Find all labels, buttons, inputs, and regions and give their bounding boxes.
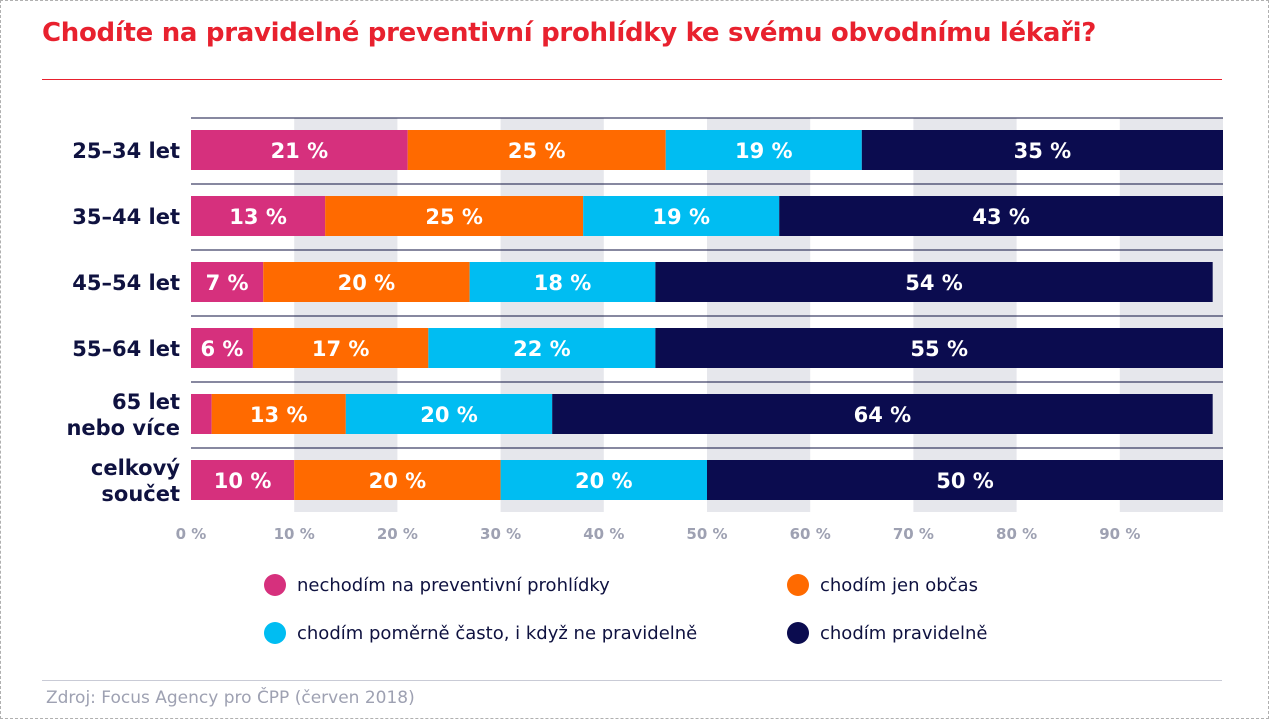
- bar-segment: [552, 394, 1213, 434]
- x-tick-label: 50 %: [686, 525, 727, 543]
- x-tick-label: 60 %: [790, 525, 831, 543]
- bar-value-label: 25 %: [425, 205, 483, 229]
- grid-band: [1119, 118, 1223, 512]
- source-note: Zdroj: Focus Agency pro ČPP (červen 2018…: [46, 688, 415, 708]
- bar-segment: [211, 394, 346, 434]
- bar-segment: [469, 262, 656, 302]
- bar-value-label: 13 %: [229, 205, 287, 229]
- bar-segment: [191, 130, 408, 170]
- bar-value-label: 22 %: [513, 337, 571, 361]
- legend-item-nechodim: nechodím na preventivní prohlídky: [264, 574, 610, 596]
- legend-swatch-casto: [264, 622, 286, 644]
- bar-segment: [191, 394, 212, 434]
- bar-value-label: 55 %: [910, 337, 968, 361]
- bar-segment: [655, 262, 1213, 302]
- legend-swatch-nechodim: [264, 574, 286, 596]
- x-tick-label: 90 %: [1099, 525, 1140, 543]
- category-label: 65 let: [112, 390, 180, 414]
- bar-segment: [407, 130, 666, 170]
- grid-band: [707, 118, 811, 512]
- bar-value-label: 13 %: [250, 403, 308, 427]
- bar-segment: [191, 262, 264, 302]
- bar-segment: [779, 196, 1223, 236]
- x-tick-label: 10 %: [274, 525, 315, 543]
- bar-value-label: 6 %: [200, 337, 243, 361]
- category-label: 25–34 let: [72, 139, 180, 163]
- legend-item-obcas: chodím jen občas: [787, 574, 978, 596]
- bar-segment: [191, 328, 253, 368]
- x-tick-label: 0 %: [176, 525, 207, 543]
- x-tick-label: 30 %: [480, 525, 521, 543]
- title-divider: [42, 79, 1222, 80]
- bar-segment: [500, 460, 707, 500]
- bar-segment: [263, 262, 470, 302]
- legend-swatch-pravidelne: [787, 622, 809, 644]
- grid-band: [500, 118, 604, 512]
- x-tick-label: 80 %: [996, 525, 1037, 543]
- bar-segment: [325, 196, 584, 236]
- bar-value-label: 20 %: [369, 469, 427, 493]
- category-label: součet: [101, 482, 180, 506]
- category-label: celkový: [91, 456, 180, 480]
- bar-segment: [191, 196, 326, 236]
- bar-value-label: 54 %: [905, 271, 963, 295]
- legend-label-obcas: chodím jen občas: [820, 574, 978, 596]
- x-tick-label: 20 %: [377, 525, 418, 543]
- x-tick-label: 40 %: [583, 525, 624, 543]
- bar-segment: [707, 460, 1223, 500]
- bar-segment: [345, 394, 553, 434]
- bar-value-label: 20 %: [575, 469, 633, 493]
- legend-swatch-obcas: [787, 574, 809, 596]
- legend-label-nechodim: nechodím na preventivní prohlídky: [297, 574, 610, 596]
- source-divider: [42, 680, 1222, 681]
- bar-value-label: 19 %: [652, 205, 710, 229]
- bar-value-label: 35 %: [1014, 139, 1072, 163]
- bar-value-label: 43 %: [972, 205, 1030, 229]
- bar-segment: [252, 328, 429, 368]
- bar-value-label: 19 %: [735, 139, 793, 163]
- bar-value-label: 7 %: [206, 271, 249, 295]
- bar-value-label: 17 %: [312, 337, 370, 361]
- bar-value-label: 20 %: [420, 403, 478, 427]
- bar-segment: [655, 328, 1223, 368]
- bar-segment: [191, 460, 295, 500]
- bar-segment: [665, 130, 862, 170]
- category-label: nebo více: [66, 416, 180, 440]
- x-tick-label: 70 %: [893, 525, 934, 543]
- bar-value-label: 21 %: [271, 139, 329, 163]
- category-label: 45–54 let: [72, 271, 180, 295]
- legend-label-casto: chodím poměrně často, i když ne pravidel…: [297, 622, 698, 644]
- bar-value-label: 64 %: [854, 403, 912, 427]
- category-label: 35–44 let: [72, 205, 180, 229]
- bar-segment: [583, 196, 780, 236]
- grid-band: [913, 118, 1017, 512]
- bar-segment: [294, 460, 501, 500]
- chart-title: Chodíte na pravidelné preventivní prohlí…: [42, 18, 1097, 48]
- bar-value-label: 25 %: [508, 139, 566, 163]
- bar-segment: [861, 130, 1223, 170]
- legend-label-pravidelne: chodím pravidelně: [820, 622, 988, 644]
- bar-segment: [428, 328, 656, 368]
- legend-item-pravidelne: chodím pravidelně: [787, 622, 988, 644]
- bar-value-label: 10 %: [214, 469, 272, 493]
- legend-item-casto: chodím poměrně často, i když ne pravidel…: [264, 622, 697, 644]
- grid-band: [294, 118, 398, 512]
- category-label: 55–64 let: [72, 337, 180, 361]
- bar-value-label: 50 %: [936, 469, 994, 493]
- bar-value-label: 20 %: [338, 271, 396, 295]
- bar-value-label: 18 %: [534, 271, 592, 295]
